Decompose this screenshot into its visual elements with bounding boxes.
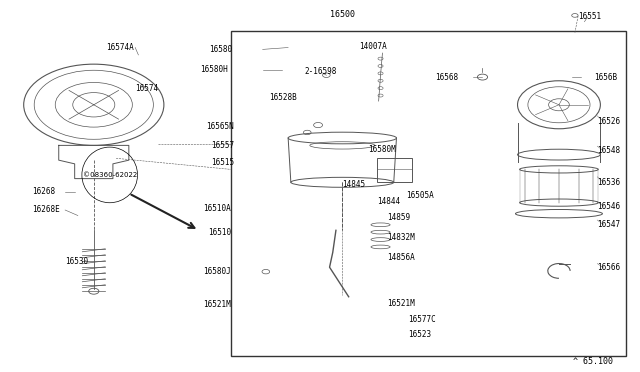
Text: 16515: 16515 (211, 157, 234, 167)
Text: 16574A: 16574A (106, 43, 134, 52)
Text: 14856A: 14856A (387, 253, 415, 263)
Bar (378, 158, 412, 182)
Text: 14832M: 14832M (387, 233, 415, 242)
Text: 2-16598: 2-16598 (304, 67, 337, 76)
Text: 16566: 16566 (597, 263, 620, 272)
Text: 16580H: 16580H (200, 65, 228, 74)
Text: 16505A: 16505A (406, 191, 434, 200)
Text: 16500: 16500 (330, 10, 355, 19)
Text: 16521M: 16521M (203, 300, 231, 310)
Text: 16574: 16574 (135, 84, 158, 93)
Text: 16557: 16557 (211, 141, 234, 150)
Text: 16547: 16547 (597, 220, 620, 229)
Text: 14859: 14859 (387, 213, 410, 222)
Text: 16580M: 16580M (369, 145, 396, 154)
Text: 16548: 16548 (597, 147, 620, 155)
Text: 16528B: 16528B (269, 93, 297, 102)
Text: 16580: 16580 (209, 45, 233, 54)
Text: 16510A: 16510A (203, 203, 231, 213)
Text: 16577C: 16577C (408, 315, 436, 324)
Text: 16523: 16523 (408, 330, 431, 339)
Text: 16536: 16536 (597, 178, 620, 187)
Text: ©08360-62022: ©08360-62022 (83, 172, 137, 178)
Text: 16510: 16510 (207, 228, 231, 237)
Text: 16268: 16268 (32, 187, 55, 196)
Text: 16546: 16546 (597, 202, 620, 211)
Bar (231, 31, 626, 356)
Text: 16268E: 16268E (32, 205, 60, 215)
Text: ^ 65.100: ^ 65.100 (573, 357, 613, 366)
Text: 1656B: 1656B (594, 73, 617, 81)
Text: 16526: 16526 (597, 117, 620, 126)
Text: 14845: 14845 (342, 180, 365, 189)
Text: 16551: 16551 (578, 12, 601, 22)
Text: 16521M: 16521M (387, 299, 415, 308)
Text: 14844: 14844 (378, 197, 401, 206)
Text: 16568: 16568 (435, 73, 458, 81)
Text: 16580J: 16580J (203, 267, 231, 276)
Text: 14007A: 14007A (360, 42, 387, 51)
Text: 16530: 16530 (65, 257, 88, 266)
Text: 16565N: 16565N (206, 122, 234, 131)
